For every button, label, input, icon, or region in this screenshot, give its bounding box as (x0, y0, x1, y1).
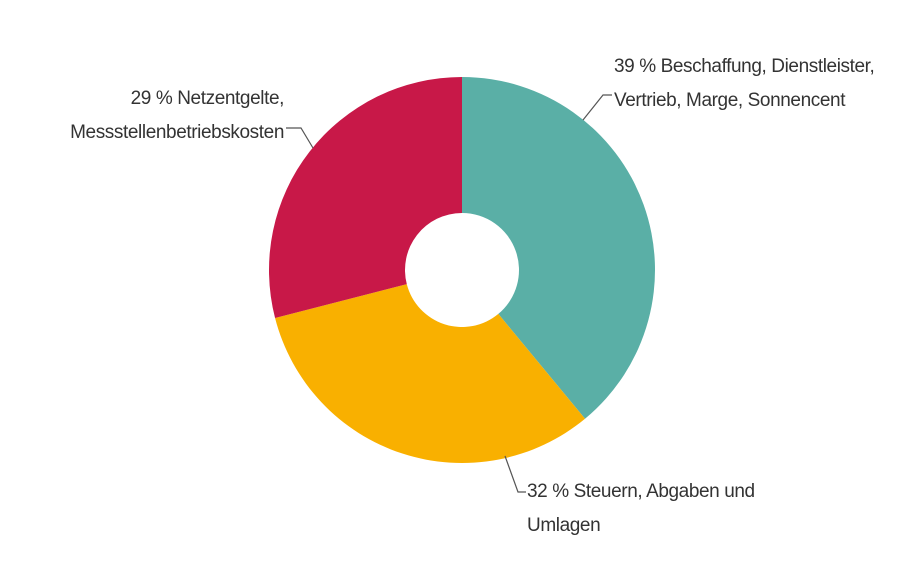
slices (269, 77, 655, 464)
leader-line (582, 94, 612, 121)
leader-line (286, 127, 314, 149)
category-label: Steuern, Abgaben und Umlagen (527, 481, 755, 536)
category-label: Beschaffung, Dienstleister, Vertrieb, Ma… (614, 56, 875, 111)
leader-line (504, 455, 526, 493)
value-label: 32 % (527, 481, 569, 502)
value-label: 39 % (614, 56, 656, 77)
donut-slice (275, 284, 586, 464)
value-label: 29 % (130, 88, 173, 109)
donut-slice (269, 77, 462, 318)
category-label: Netzentgelte, Messstellenbetriebskosten (70, 88, 284, 143)
donut-slice (462, 77, 655, 419)
slice-label: 39 % Beschaffung, Dienstleister, Vertrie… (614, 50, 884, 118)
slice-label: 32 % Steuern, Abgaben und Umlagen (527, 475, 827, 543)
slice-label: 29 % Netzentgelte, Messstellenbetriebsko… (0, 82, 284, 150)
